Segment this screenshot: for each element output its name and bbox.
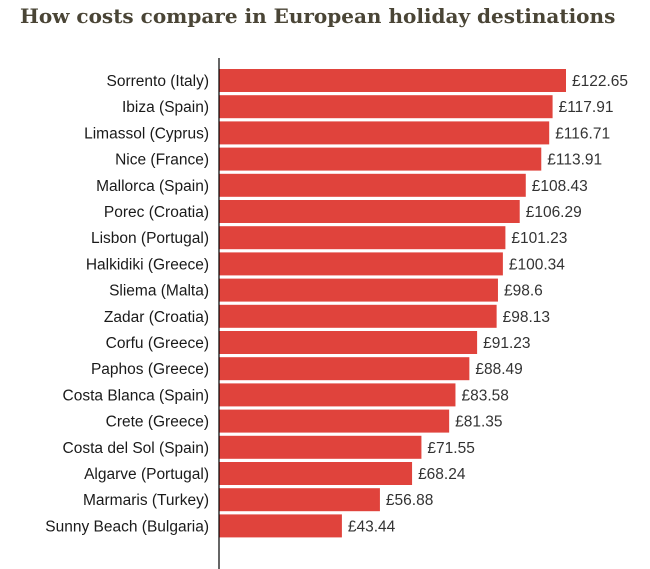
bar — [219, 252, 503, 276]
bar — [219, 121, 550, 145]
bar — [219, 331, 478, 354]
value-label: £81.35 — [455, 414, 502, 431]
value-label: £83.58 — [461, 387, 508, 404]
value-label: £113.91 — [547, 152, 602, 169]
category-label: Crete (Greece) — [106, 414, 209, 431]
category-label: Mallorca (Spain) — [96, 178, 209, 195]
bar — [219, 462, 413, 485]
category-label: Ibiza (Spain) — [122, 99, 209, 116]
chart-title: How costs compare in European holiday de… — [20, 4, 616, 28]
bar — [219, 383, 456, 407]
category-label: Sliema (Malta) — [109, 283, 209, 300]
bar — [219, 173, 526, 197]
category-label: Sunny Beach (Bulgaria) — [45, 518, 209, 535]
value-label: £91.23 — [483, 335, 530, 352]
bar — [219, 488, 380, 512]
value-label: £117.91 — [559, 99, 614, 116]
category-label: Algarve (Portugal) — [84, 466, 209, 483]
category-label: Marmaris (Turkey) — [83, 492, 209, 509]
category-label: Halkidiki (Greece) — [86, 256, 209, 273]
category-label: Nice (France) — [115, 152, 209, 169]
value-label: £108.43 — [532, 178, 588, 195]
bar — [219, 357, 470, 381]
value-label: £101.23 — [511, 230, 567, 247]
category-label: Zadar (Croatia) — [104, 309, 209, 326]
value-label: £98.6 — [504, 283, 543, 300]
value-label: £88.49 — [475, 361, 522, 378]
bar — [219, 278, 498, 302]
value-label: £98.13 — [503, 309, 550, 326]
bar — [219, 69, 566, 92]
category-label: Porec (Croatia) — [104, 204, 209, 221]
bar — [219, 514, 342, 538]
value-label: £56.88 — [386, 492, 433, 509]
bar — [219, 95, 553, 119]
value-label: £43.44 — [348, 518, 396, 535]
category-label: Limassol (Cyprus) — [84, 125, 209, 142]
bar — [219, 147, 542, 171]
value-label: £116.71 — [555, 125, 610, 142]
bar — [219, 409, 450, 433]
bar — [219, 435, 422, 459]
value-label: £68.24 — [418, 466, 466, 483]
category-label: Corfu (Greece) — [106, 335, 209, 352]
value-label: £106.29 — [526, 204, 582, 221]
value-label: £100.34 — [509, 256, 565, 273]
bar — [219, 200, 520, 223]
category-label: Costa Blanca (Spain) — [63, 387, 209, 404]
value-label: £122.65 — [572, 73, 628, 90]
bar — [219, 226, 506, 250]
category-label: Paphos (Greece) — [91, 361, 209, 378]
bar — [219, 304, 497, 328]
category-label: Lisbon (Portugal) — [91, 230, 209, 247]
category-label: Sorrento (Italy) — [106, 73, 209, 90]
category-label: Costa del Sol (Spain) — [63, 440, 209, 457]
value-label: £71.55 — [427, 440, 474, 457]
